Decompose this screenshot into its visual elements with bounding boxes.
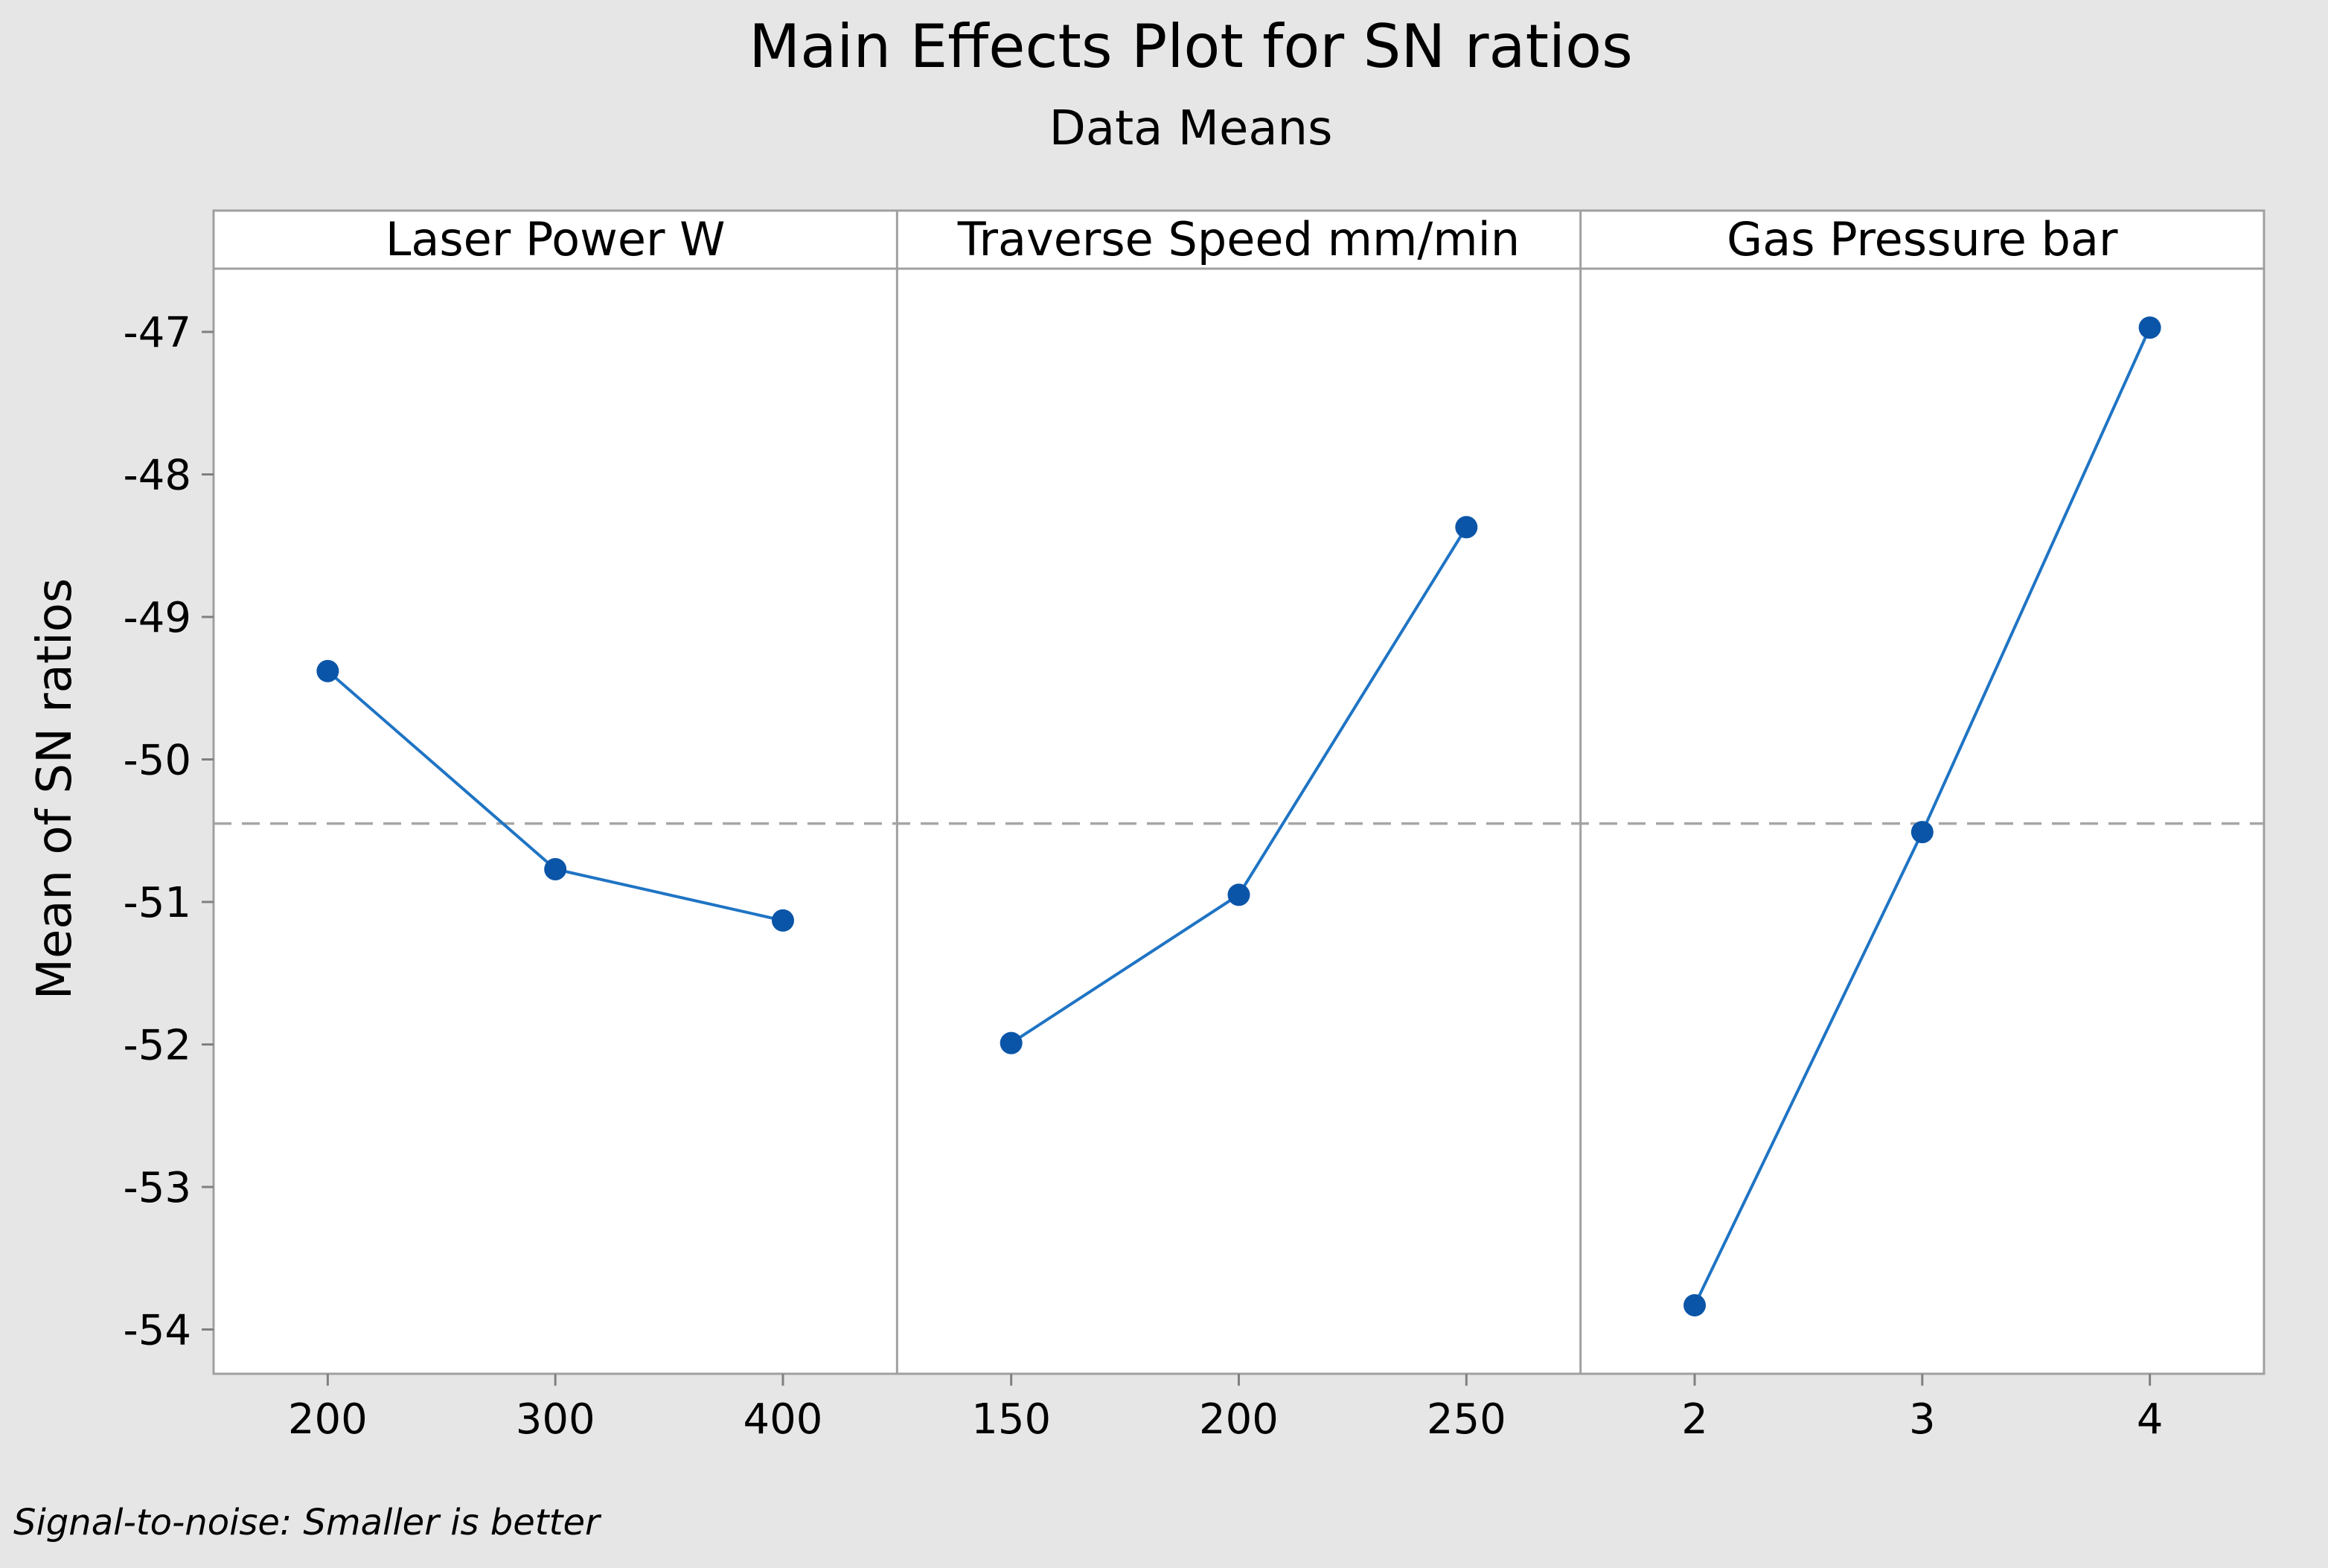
data-point	[1910, 821, 1934, 844]
panel-label: Laser Power W	[386, 212, 726, 266]
x-tick-label: 250	[1427, 1395, 1506, 1444]
panel-background	[214, 269, 898, 1374]
data-point	[1227, 883, 1250, 906]
x-tick-label: 2	[1681, 1395, 1708, 1444]
panel-header	[897, 211, 1581, 269]
plot-layer: -54 -53 -52 -51 -50 -49 -48 -47 Laser Power W 200…	[124, 209, 2265, 1444]
panel-header	[1580, 211, 2264, 269]
data-point	[1683, 1293, 1707, 1316]
y-tick-label: -54	[124, 1307, 191, 1355]
data-point	[1455, 516, 1478, 539]
x-tick-label: 200	[288, 1395, 368, 1444]
y-tick-label: -49	[124, 594, 191, 642]
x-tick-label: 300	[516, 1395, 595, 1444]
x-tick-label: 400	[744, 1395, 823, 1444]
chart-title: Main Effects Plot for SN ratios	[749, 12, 1633, 81]
y-tick-label: -53	[124, 1164, 191, 1212]
panel-label: Traverse Speed mm/min	[957, 212, 1520, 266]
data-point	[316, 659, 339, 682]
data-point	[771, 909, 794, 932]
data-point	[544, 857, 567, 880]
y-tick-label: -47	[124, 309, 191, 357]
x-tick-label: 150	[971, 1395, 1051, 1444]
y-tick-label: -51	[124, 879, 191, 927]
x-tick-label: 200	[1199, 1395, 1279, 1444]
chart-subtitle: Data Means	[1049, 101, 1333, 156]
panel-header	[214, 211, 898, 269]
y-tick-label: -48	[124, 452, 191, 500]
y-tick-label: -50	[124, 737, 191, 785]
footnote: Signal-to-noise: Smaller is better	[13, 1502, 602, 1543]
x-tick-label: 4	[2137, 1395, 2164, 1444]
y-axis-label: Mean of SN ratios	[28, 578, 83, 1000]
panel-background	[897, 269, 1581, 1374]
data-point	[2138, 316, 2161, 339]
x-tick-label: 3	[1909, 1395, 1936, 1444]
data-point	[1000, 1031, 1023, 1055]
y-tick-label: -52	[124, 1022, 191, 1070]
panel-label: Gas Pressure bar	[1727, 212, 2118, 266]
